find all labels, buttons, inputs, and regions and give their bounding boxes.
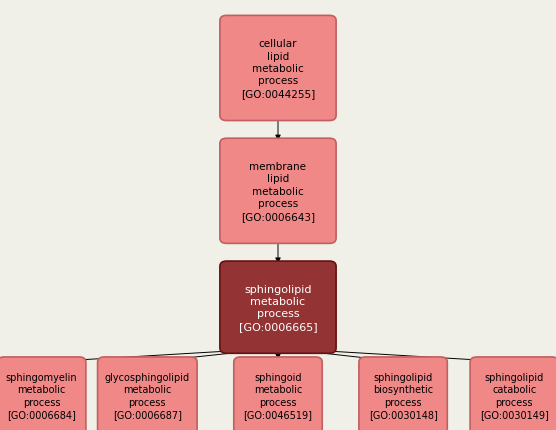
Text: cellular
lipid
metabolic
process
[GO:0044255]: cellular lipid metabolic process [GO:004… <box>241 39 315 98</box>
Text: glycosphingolipid
metabolic
process
[GO:0006687]: glycosphingolipid metabolic process [GO:… <box>105 372 190 419</box>
FancyBboxPatch shape <box>359 357 448 430</box>
Text: membrane
lipid
metabolic
process
[GO:0006643]: membrane lipid metabolic process [GO:000… <box>241 162 315 221</box>
Text: sphingolipid
metabolic
process
[GO:0006665]: sphingolipid metabolic process [GO:00066… <box>239 284 317 331</box>
FancyBboxPatch shape <box>470 357 556 430</box>
FancyBboxPatch shape <box>220 139 336 244</box>
FancyBboxPatch shape <box>220 16 336 121</box>
FancyBboxPatch shape <box>98 357 197 430</box>
Text: sphingomyelin
metabolic
process
[GO:0006684]: sphingomyelin metabolic process [GO:0006… <box>6 372 77 419</box>
FancyBboxPatch shape <box>234 357 322 430</box>
Text: sphingoid
metabolic
process
[GO:0046519]: sphingoid metabolic process [GO:0046519] <box>244 372 312 419</box>
FancyBboxPatch shape <box>220 261 336 353</box>
FancyBboxPatch shape <box>0 357 86 430</box>
Text: sphingolipid
catabolic
process
[GO:0030149]: sphingolipid catabolic process [GO:00301… <box>480 372 549 419</box>
Text: sphingolipid
biosynthetic
process
[GO:0030148]: sphingolipid biosynthetic process [GO:00… <box>369 372 438 419</box>
